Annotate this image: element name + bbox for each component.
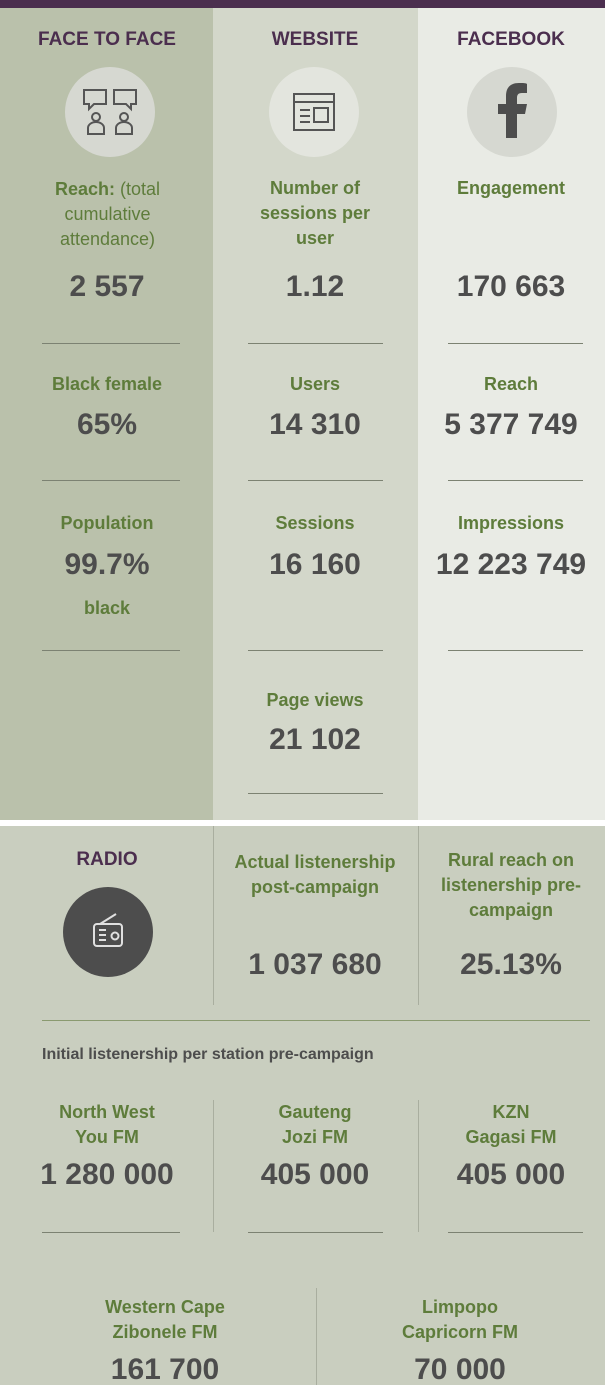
divider xyxy=(248,1232,383,1233)
people-icon xyxy=(83,89,137,135)
metric-label: Population xyxy=(60,513,154,533)
divider xyxy=(448,480,583,481)
metric-value: 1.12 xyxy=(285,270,345,303)
metric-value: 2 557 xyxy=(69,270,145,303)
metric-label: Rural reach on listenership pre-campaign xyxy=(440,850,582,920)
metric-value: 65% xyxy=(76,408,138,441)
divider xyxy=(448,650,583,651)
divider xyxy=(42,343,180,344)
icon-circle xyxy=(65,67,155,157)
station-region: North West xyxy=(59,1102,155,1122)
station-region: Western Cape xyxy=(105,1297,225,1317)
metric-value: 12 223 749 xyxy=(435,548,587,581)
label: Reach: xyxy=(54,179,115,199)
station-value: 161 700 xyxy=(110,1353,220,1386)
metric-sub: black xyxy=(83,598,131,618)
metric-label: Users xyxy=(289,374,341,394)
divider xyxy=(42,650,180,651)
icons xyxy=(63,67,557,977)
metric-label: Black female xyxy=(51,374,163,394)
column-header: FACE TO FACE xyxy=(38,29,176,50)
metric-value: 21 102 xyxy=(269,723,361,756)
divider xyxy=(418,826,419,1005)
divider xyxy=(213,1100,214,1232)
radio-header: RADIO xyxy=(76,849,138,870)
column-header: WEBSITE xyxy=(271,29,359,50)
divider xyxy=(213,826,214,1005)
metric-label: Number of sessions per user xyxy=(259,178,371,248)
station-value: 405 000 xyxy=(260,1158,370,1191)
metric-label: Engagement xyxy=(456,178,566,198)
station-value: 405 000 xyxy=(456,1158,566,1191)
divider xyxy=(448,343,583,344)
divider xyxy=(418,1100,419,1232)
metric-label: Sessions xyxy=(275,513,355,533)
divider xyxy=(248,793,383,794)
metric-label: Reach: (total cumulative attendance) xyxy=(20,177,195,252)
divider xyxy=(316,1288,317,1385)
station-region: Gauteng xyxy=(278,1102,352,1122)
divider xyxy=(248,480,383,481)
metric-value: 16 160 xyxy=(269,548,361,581)
top-bar xyxy=(0,0,605,8)
station-region: KZN xyxy=(492,1102,530,1122)
facebook-icon xyxy=(498,83,527,138)
station-name: Zibonele FM xyxy=(112,1322,218,1342)
metric-value: 1 037 680 xyxy=(248,948,382,981)
station-value: 70 000 xyxy=(414,1353,506,1386)
metric-label: Page views xyxy=(266,690,364,710)
divider xyxy=(248,650,383,651)
metric-value: 170 663 xyxy=(456,270,566,303)
station-name: Capricorn FM xyxy=(401,1322,518,1342)
metric-label: Impressions xyxy=(457,513,565,533)
divider xyxy=(248,343,383,344)
metric-value: 14 310 xyxy=(269,408,361,441)
metric-value: 25.13% xyxy=(460,948,562,981)
metric-label: Reach xyxy=(483,374,539,394)
browser-icon xyxy=(293,93,335,131)
station-value: 1 280 000 xyxy=(40,1158,174,1191)
station-name: You FM xyxy=(75,1127,139,1147)
metric-label: Actual listenership post-campaign xyxy=(234,852,396,897)
radio-icon xyxy=(93,913,123,947)
metric-value: 5 377 749 xyxy=(444,408,578,441)
stations-title: Initial listenership per station pre-cam… xyxy=(42,1046,374,1063)
column-header: FACEBOOK xyxy=(457,29,565,50)
divider xyxy=(448,1232,583,1233)
note: (total cumulative attendance) xyxy=(59,179,161,249)
divider xyxy=(42,1020,590,1021)
station-name: Jozi FM xyxy=(282,1127,348,1147)
metric-value: 99.7% xyxy=(64,548,150,581)
divider xyxy=(42,480,180,481)
station-name: Gagasi FM xyxy=(465,1127,557,1147)
divider xyxy=(42,1232,180,1233)
icon-circle xyxy=(63,887,153,977)
station-region: Limpopo xyxy=(422,1297,498,1317)
